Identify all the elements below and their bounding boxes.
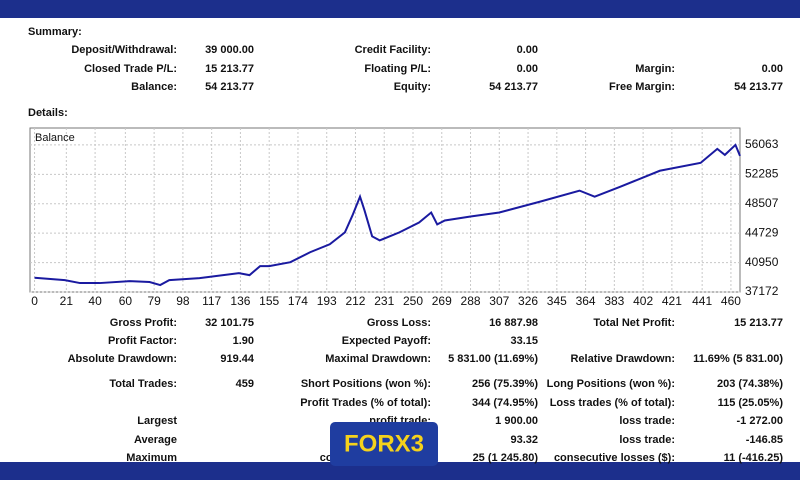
- x-tick-label: 421: [662, 294, 682, 308]
- y-tick-label: 44729: [745, 225, 779, 239]
- field-value: 1.90: [233, 335, 254, 347]
- field-label: Largest: [137, 415, 177, 427]
- top-bar: [0, 0, 800, 18]
- bottom-bar: [0, 462, 800, 480]
- field-value: 15 213.77: [734, 317, 783, 329]
- field-value: 344 (74.95%): [472, 397, 538, 409]
- x-tick-label: 364: [576, 294, 596, 308]
- y-tick-label: 48507: [745, 196, 779, 210]
- field-label: Gross Profit:: [110, 317, 177, 329]
- field-label: Balance:: [131, 81, 177, 93]
- field-label: Deposit/Withdrawal:: [71, 44, 177, 56]
- field-value: 32 101.75: [205, 317, 254, 329]
- x-tick-label: 79: [147, 294, 161, 308]
- field-label: Maximal Drawdown:: [325, 353, 431, 365]
- x-tick-label: 441: [692, 294, 712, 308]
- field-value: 93.32: [510, 434, 538, 446]
- field-label: Free Margin:: [609, 81, 675, 93]
- field-value: 203 (74.38%): [717, 378, 783, 390]
- field-label: Equity:: [394, 81, 431, 93]
- balance-line: [34, 143, 741, 287]
- logo-box: [330, 422, 438, 466]
- field-value: 115 (25.05%): [718, 397, 784, 409]
- field-label: Long Positions (won %):: [547, 378, 675, 390]
- x-tick-label: 231: [374, 294, 394, 308]
- x-tick-label: 0: [31, 294, 38, 308]
- summary-title: Summary:: [28, 26, 82, 38]
- x-tick-label: 98: [176, 294, 190, 308]
- field-label: Gross Loss:: [367, 317, 431, 329]
- legend-label: Balance: [35, 132, 75, 144]
- x-tick-label: 21: [60, 294, 74, 308]
- field-value: 54 213.77: [489, 81, 538, 93]
- y-tick-label: 52285: [745, 166, 779, 180]
- x-tick-label: 193: [317, 294, 337, 308]
- x-tick-label: 40: [88, 294, 102, 308]
- field-label: Credit Facility:: [355, 44, 431, 56]
- y-tick-label: 40950: [745, 255, 779, 269]
- field-label: Relative Drawdown:: [570, 353, 675, 365]
- field-label: loss trade:: [619, 415, 675, 427]
- field-value: 0.00: [517, 63, 538, 75]
- field-label: Profit Factor:: [108, 335, 177, 347]
- field-value: 0.00: [762, 63, 783, 75]
- field-value: -146.85: [746, 434, 783, 446]
- field-value: -1 272.00: [737, 415, 783, 427]
- logo: FORX3: [330, 422, 438, 466]
- chart-frame: [29, 127, 741, 293]
- field-label: consecutive losses ($):: [554, 452, 675, 464]
- field-label: Total Trades:: [109, 378, 177, 390]
- x-tick-label: 269: [432, 294, 452, 308]
- field-value: 0.00: [517, 44, 538, 56]
- field-label: Closed Trade P/L:: [84, 63, 177, 75]
- x-tick-label: 250: [403, 294, 423, 308]
- field-label: loss trade:: [619, 434, 675, 446]
- field-label: Maximum: [126, 452, 177, 464]
- x-tick-label: 383: [604, 294, 624, 308]
- field-label: Profit Trades (% of total):: [300, 397, 431, 409]
- x-tick-label: 136: [230, 294, 250, 308]
- field-value: 15 213.77: [205, 63, 254, 75]
- x-tick-label: 307: [489, 294, 509, 308]
- field-value: 54 213.77: [205, 81, 254, 93]
- x-tick-label: 288: [461, 294, 481, 308]
- field-label: Average: [134, 434, 177, 446]
- x-tick-label: 460: [721, 294, 741, 308]
- field-label: Expected Payoff:: [342, 335, 431, 347]
- x-tick-label: 345: [547, 294, 567, 308]
- field-value: 1 900.00: [495, 415, 538, 427]
- field-label: Short Positions (won %):: [301, 378, 431, 390]
- y-tick-label: 56063: [745, 137, 779, 151]
- field-label: Floating P/L:: [364, 63, 431, 75]
- field-value: 11 (-416.25): [724, 452, 784, 464]
- field-label: Loss trades (% of total):: [550, 397, 675, 409]
- field-value: 39 000.00: [205, 44, 254, 56]
- field-value: 16 887.98: [489, 317, 538, 329]
- field-label: Margin:: [635, 63, 675, 75]
- x-tick-label: 402: [633, 294, 653, 308]
- logo-text: FORX3: [344, 430, 424, 457]
- field-value: 54 213.77: [734, 81, 783, 93]
- field-value: 5 831.00 (11.69%): [448, 353, 538, 365]
- field-value: 919.44: [220, 353, 255, 365]
- field-label: Total Net Profit:: [593, 317, 675, 329]
- x-tick-label: 117: [202, 294, 221, 308]
- field-value: 33.15: [510, 335, 538, 347]
- field-value: 25 (1 245.80): [473, 452, 539, 464]
- field-value: 256 (75.39%): [472, 378, 538, 390]
- field-value: 11.69% (5 831.00): [693, 353, 783, 365]
- field-value: 459: [236, 378, 254, 390]
- x-tick-label: 60: [119, 294, 133, 308]
- x-tick-label: 155: [259, 294, 279, 308]
- y-tick-label: 37172: [745, 284, 779, 298]
- x-tick-label: 326: [518, 294, 538, 308]
- x-tick-label: 212: [345, 294, 365, 308]
- x-tick-label: 174: [288, 294, 308, 308]
- details-title: Details:: [28, 107, 68, 119]
- field-label: Absolute Drawdown:: [68, 353, 177, 365]
